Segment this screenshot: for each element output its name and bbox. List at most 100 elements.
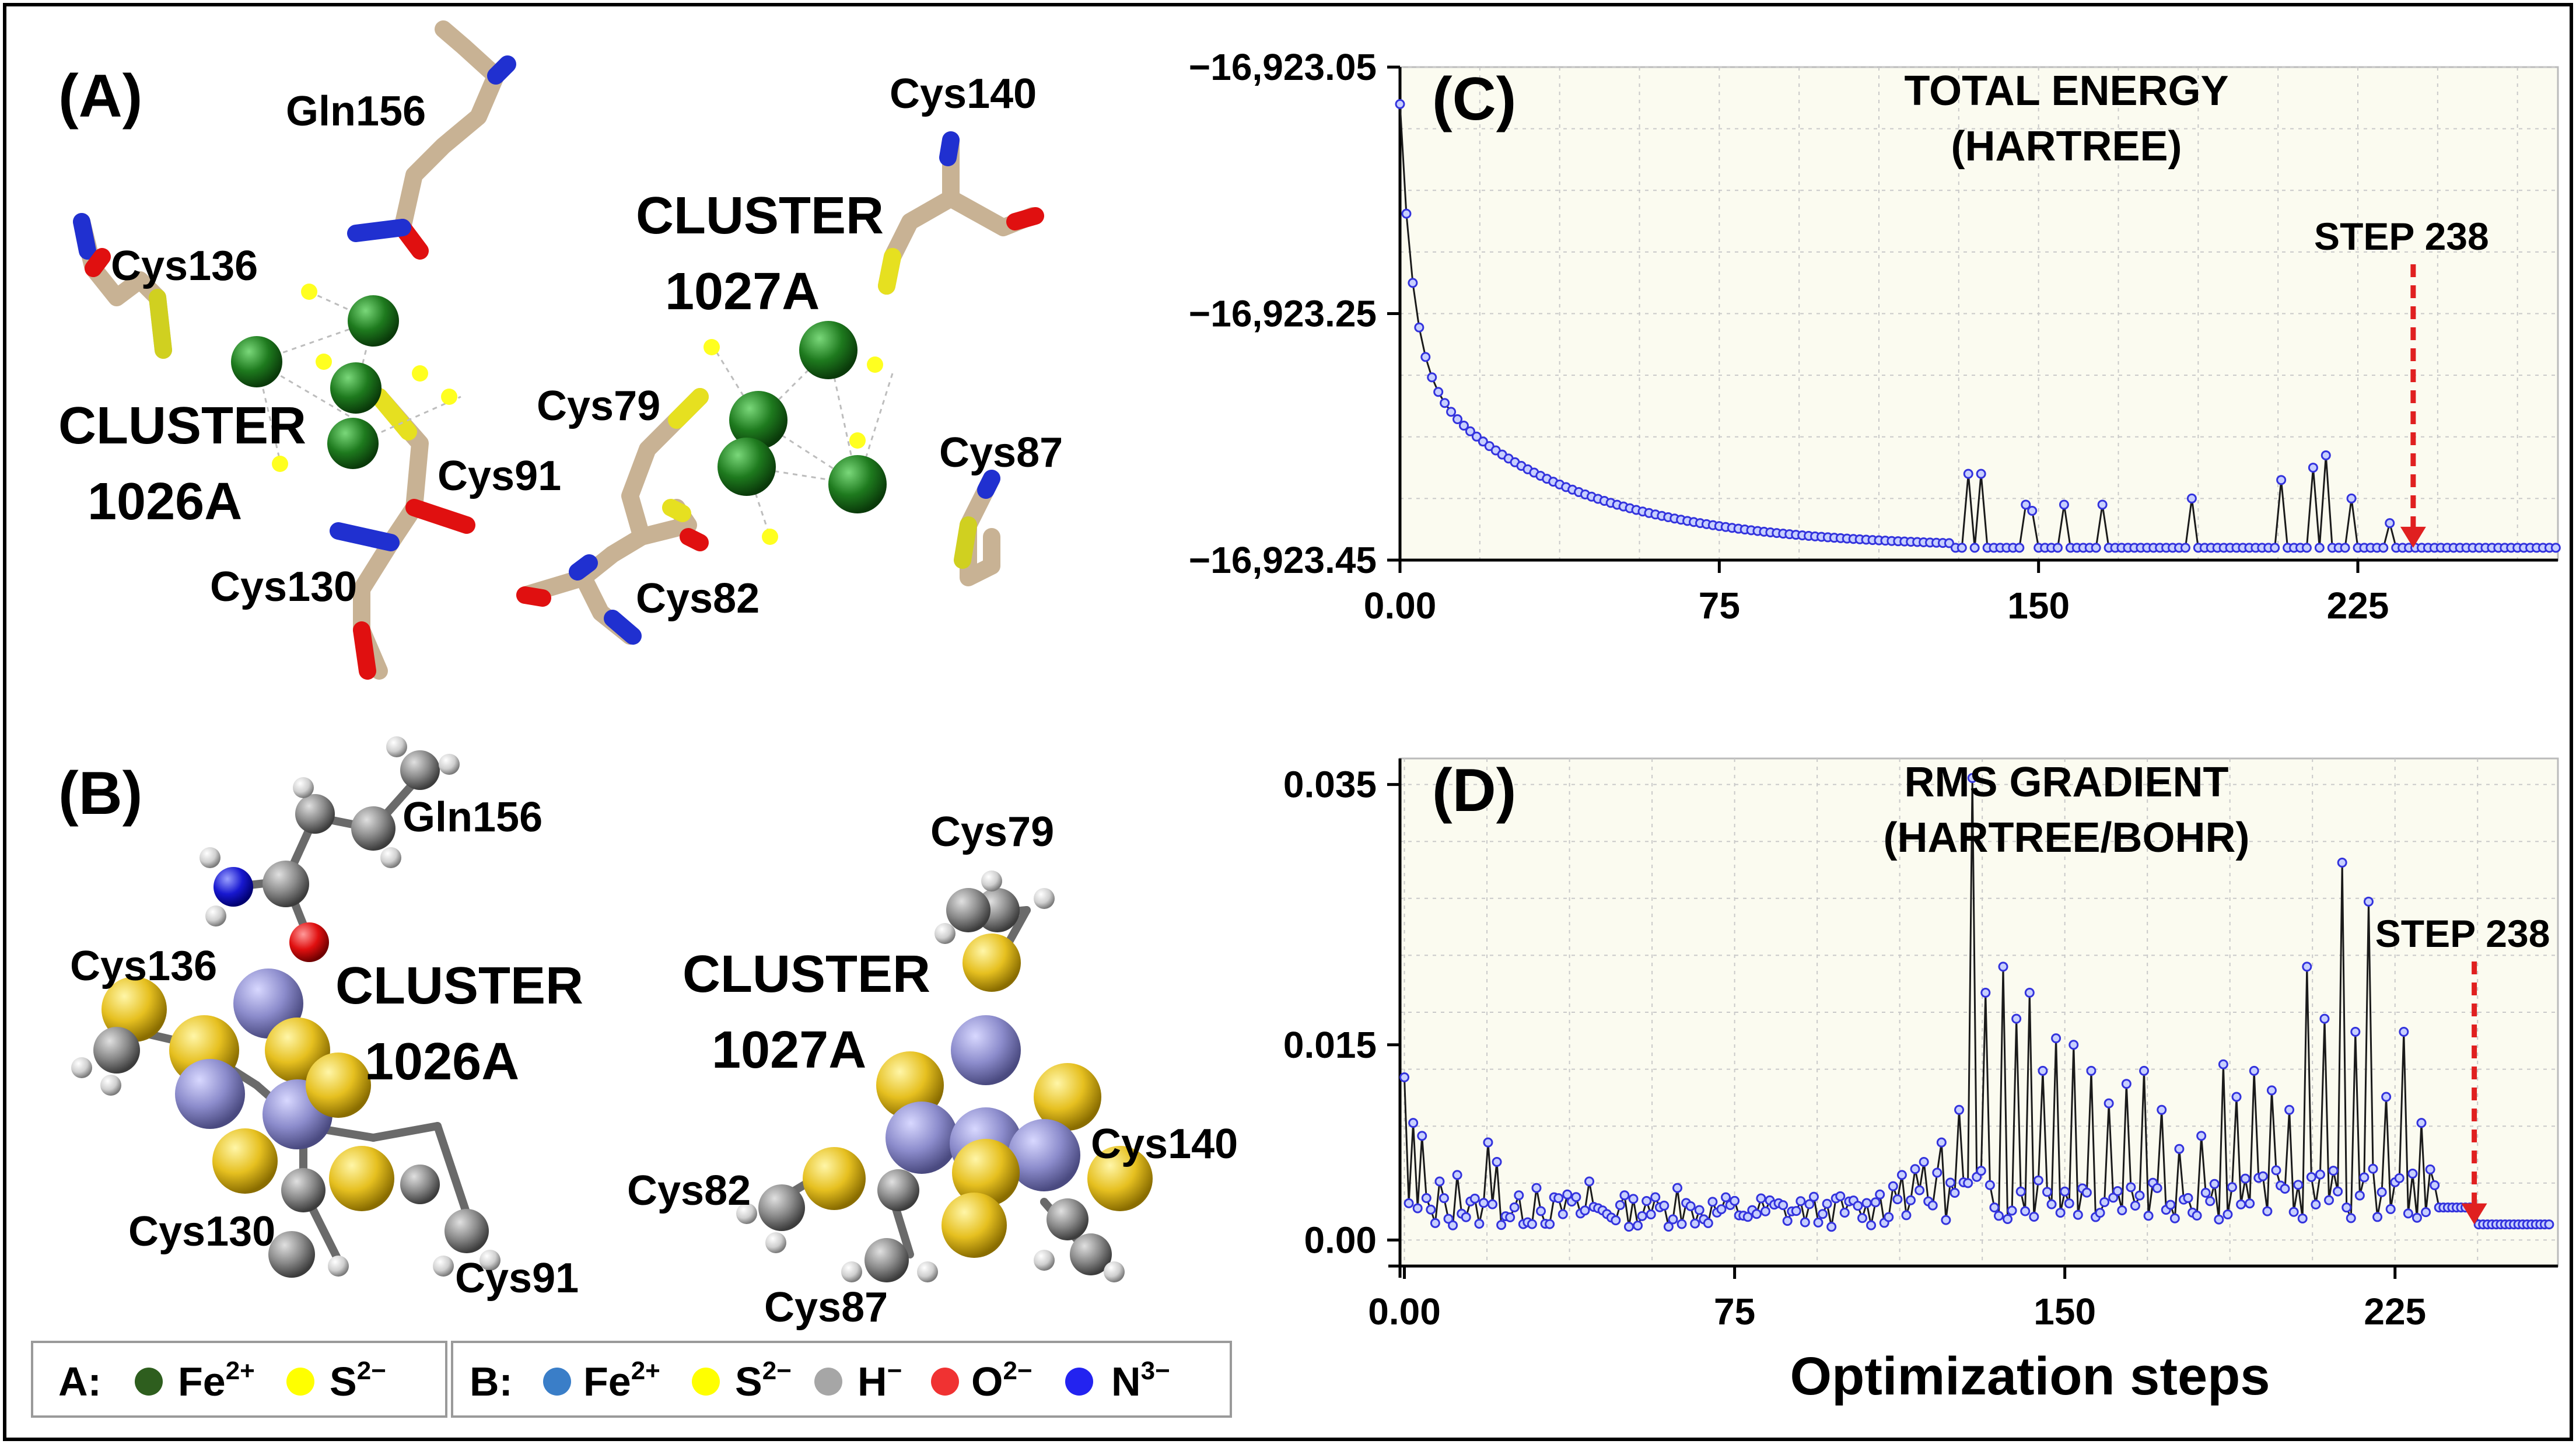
panel-label: (C) <box>1432 65 1516 133</box>
data-point <box>2134 1190 2145 1201</box>
data-point <box>1915 1185 1925 1195</box>
data-point <box>2021 499 2031 510</box>
data-point <box>1676 1219 1687 1229</box>
legend-a: A: Fe2+ S2− <box>31 1341 447 1418</box>
data-point <box>2328 1166 2339 1176</box>
data-point <box>2315 1169 2325 1180</box>
data-point <box>2117 1205 2127 1216</box>
panel-b-atoms-1026 <box>71 736 501 1278</box>
y-tick-label: −16,923.45 <box>1189 539 1377 581</box>
annotation-arrowhead <box>2461 1203 2487 1225</box>
x-tick-label: 0.00 <box>1364 585 1437 627</box>
residue-label: Gln156 <box>286 88 426 135</box>
data-point <box>1853 1201 1863 1211</box>
data-point <box>2350 1026 2361 1037</box>
legend-a-prefix: A: <box>58 1359 102 1404</box>
data-point <box>2157 1104 2167 1115</box>
data-point <box>1818 1209 1828 1219</box>
data-point <box>1421 1193 1432 1204</box>
data-point <box>1742 1212 1753 1222</box>
data-point <box>2306 1172 2316 1183</box>
data-point <box>1967 772 1978 783</box>
data-point <box>2227 1182 2237 1193</box>
y-tick-label: −16,923.05 <box>1189 46 1377 88</box>
data-point <box>1963 468 1973 479</box>
data-point <box>1474 1218 1485 1229</box>
data-point <box>2378 543 2389 553</box>
data-point <box>1584 1176 1595 1187</box>
data-point <box>1963 1178 1973 1188</box>
cluster-label: CLUSTER <box>335 957 583 1015</box>
data-point <box>2359 1172 2370 1183</box>
data-point <box>1553 1193 1564 1204</box>
data-point <box>2340 543 2350 553</box>
data-point <box>1558 1209 1568 1219</box>
data-point <box>1446 407 1457 417</box>
data-point <box>1751 1209 1762 1219</box>
data-point <box>2121 1079 2132 1089</box>
chart-c: 0.00 75 150 225 −16,923.05 −16,923.25 −16,923.… <box>1189 46 2561 627</box>
data-point <box>1901 1210 1912 1221</box>
data-point <box>1910 1164 1920 1174</box>
data-point <box>2029 1212 2039 1222</box>
data-point <box>2333 1186 2343 1197</box>
data-point <box>1980 988 1991 998</box>
data-point <box>2342 1202 2352 1213</box>
data-point <box>2186 493 2197 504</box>
data-point <box>1438 1193 1449 1204</box>
data-point <box>1804 1199 1815 1209</box>
data-point <box>2015 1186 2026 1197</box>
data-point <box>1822 1198 1832 1209</box>
cluster-label: CLUSTER <box>636 187 884 245</box>
residue-label: Cys140 <box>890 71 1037 117</box>
legend-swatch <box>286 1368 314 1396</box>
data-point <box>2544 1219 2554 1230</box>
data-point <box>1412 1203 1423 1214</box>
data-point <box>1433 387 1444 397</box>
data-point <box>2174 1144 2185 1154</box>
data-point <box>2130 1200 2140 1211</box>
data-point <box>1483 1137 1493 1148</box>
data-point <box>2301 543 2312 553</box>
data-point <box>1839 1208 1850 1218</box>
data-point <box>1760 1206 1770 1216</box>
data-point <box>2412 1212 2422 1223</box>
data-point <box>1408 278 1418 288</box>
cluster-label: 1027A <box>665 263 820 321</box>
data-point <box>1906 1195 1916 1205</box>
panel-a-atoms <box>231 284 887 545</box>
data-point <box>1465 426 1475 436</box>
data-point <box>1404 1198 1414 1208</box>
data-point <box>1976 468 1986 479</box>
data-point <box>1487 1199 1497 1209</box>
data-point <box>1509 1202 1520 1212</box>
annotation-label: STEP 238 <box>2314 215 2489 258</box>
data-point <box>2394 1173 2404 1183</box>
panel-b-atoms-1027 <box>736 870 1153 1282</box>
data-point <box>1716 1204 1727 1215</box>
data-point <box>2284 1104 2295 1115</box>
data-point <box>1527 1219 1537 1229</box>
data-point <box>1471 431 1482 442</box>
data-point <box>2099 1197 2110 1207</box>
data-point <box>1800 1217 1810 1228</box>
data-point <box>2421 1207 2431 1218</box>
data-point <box>1919 1157 1929 1167</box>
data-point <box>1623 1222 1634 1232</box>
residue-label: Cys87 <box>939 429 1063 476</box>
data-point <box>2262 1206 2273 1216</box>
data-point <box>2068 1040 2079 1050</box>
legend-entry: S2− <box>735 1356 792 1404</box>
data-point <box>2363 896 2374 907</box>
data-point <box>2011 1013 2022 1024</box>
data-point <box>2218 1059 2228 1069</box>
data-point <box>2055 1208 2066 1218</box>
data-point <box>1461 1212 1471 1222</box>
data-point <box>2297 1213 2308 1223</box>
residue-label: Cys91 <box>455 1255 579 1302</box>
residue-label: Cys136 <box>70 943 217 990</box>
data-point <box>1957 543 1967 553</box>
data-point <box>2112 1186 2123 1197</box>
data-point <box>1417 1131 1427 1141</box>
